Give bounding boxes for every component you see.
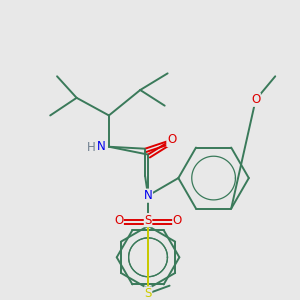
Text: N: N <box>144 189 152 202</box>
Text: O: O <box>167 134 176 146</box>
Text: O: O <box>173 214 182 226</box>
Text: H: H <box>87 141 96 154</box>
Text: O: O <box>251 93 260 106</box>
Text: S: S <box>144 214 152 226</box>
Text: S: S <box>144 287 152 300</box>
Text: O: O <box>114 214 123 226</box>
Text: N: N <box>97 140 106 153</box>
